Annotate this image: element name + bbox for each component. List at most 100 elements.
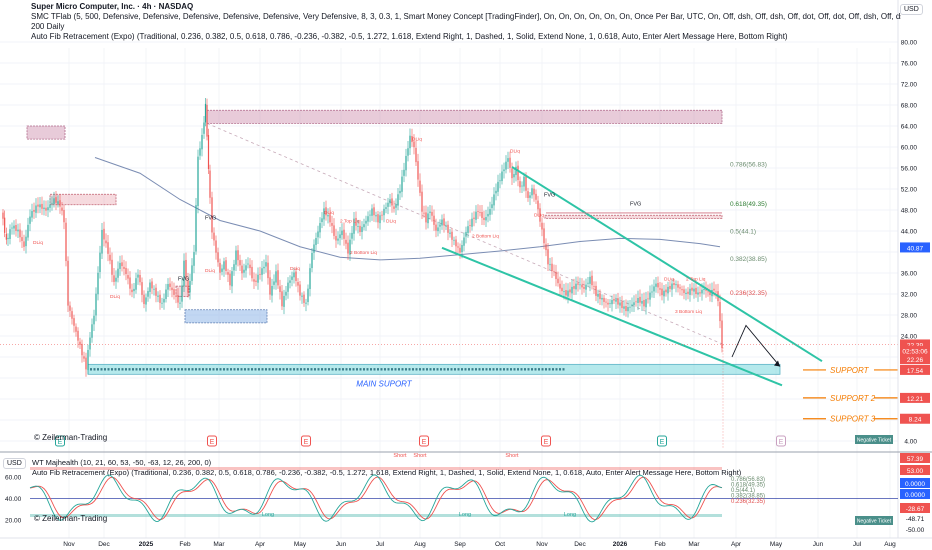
candle-body — [23, 241, 25, 247]
candle-body — [319, 223, 321, 233]
candle-body — [273, 281, 275, 285]
candle-body — [185, 259, 187, 280]
candle-body — [221, 268, 223, 272]
currency-button[interactable]: USD — [900, 4, 923, 15]
candle-body — [371, 208, 373, 216]
candle-body — [21, 237, 23, 241]
candle-body — [241, 265, 243, 274]
price-tag — [900, 339, 930, 350]
candle-body — [593, 286, 595, 288]
candle-body — [631, 304, 633, 307]
support-label: SUPPORT 2 — [830, 394, 876, 403]
candle-body — [607, 302, 609, 305]
price-tag — [900, 364, 930, 375]
candle-body — [239, 260, 241, 266]
candle-body — [33, 209, 35, 212]
candle-body — [525, 175, 527, 191]
candle-body — [457, 246, 459, 248]
candle-body — [713, 288, 715, 291]
candle-body — [509, 157, 511, 168]
candle-body — [181, 285, 183, 302]
candle-body — [151, 281, 153, 289]
channel-line — [441, 246, 783, 387]
candle-body — [679, 287, 681, 289]
candle-body — [545, 244, 547, 251]
earnings-marker-label: E — [422, 439, 427, 446]
price-tag-label: 40.87 — [907, 245, 924, 252]
candle-body — [257, 274, 259, 283]
candle-body — [647, 298, 649, 300]
earnings-marker-label: E — [210, 439, 215, 446]
main-pane-bg — [0, 0, 898, 450]
candle-body — [7, 237, 9, 240]
candle-body — [263, 266, 265, 269]
indicator-fib-line: Auto Fib Retracement (Expo) (Traditional… — [31, 32, 788, 41]
candle-body — [493, 194, 495, 206]
candle-body — [573, 286, 575, 289]
candle-body — [379, 215, 381, 224]
candle-body — [521, 185, 523, 187]
osc-signal-label: Short — [505, 453, 519, 459]
candle-body — [393, 206, 395, 209]
candle-body — [579, 284, 581, 286]
candle-body — [103, 228, 105, 240]
candle-body — [227, 272, 229, 275]
candle-body — [351, 232, 353, 239]
chart-annotation: 2 Top Liq — [340, 219, 360, 225]
candle-body — [219, 262, 221, 273]
candle-body — [149, 282, 151, 292]
candle-body — [237, 250, 239, 261]
candle-body — [479, 212, 481, 213]
candle-body — [197, 156, 199, 206]
candle-body — [441, 219, 443, 226]
candle-body — [459, 247, 461, 253]
candle-body — [685, 292, 687, 295]
candle-body — [513, 174, 515, 178]
candle-body — [9, 229, 11, 239]
candle-body — [87, 349, 89, 371]
candle-body — [555, 271, 557, 280]
candle-body — [683, 289, 685, 294]
candle-body — [145, 297, 147, 305]
candle-body — [231, 271, 233, 287]
candle-body — [355, 217, 357, 226]
earnings-marker — [657, 435, 667, 447]
currency-button-lower[interactable]: USD — [3, 458, 26, 469]
candle-body — [557, 278, 559, 284]
candle-body — [697, 292, 699, 295]
candle-body — [233, 264, 235, 271]
chart-annotation: DLiq — [205, 268, 215, 274]
candle-body — [613, 298, 615, 301]
candle-body — [419, 180, 421, 193]
chart-annotation: DLiq — [33, 240, 43, 246]
candle-body — [643, 299, 645, 307]
candle-body — [19, 229, 21, 238]
candle-body — [31, 211, 33, 218]
zone-box — [184, 309, 268, 324]
candle-body — [299, 284, 301, 296]
candle-body — [291, 276, 293, 280]
candle-body — [537, 200, 539, 210]
candle-body — [153, 288, 155, 290]
candle-body — [619, 302, 621, 306]
fib-level-label: 0.382(38.85) — [730, 256, 767, 263]
candle-body — [51, 202, 53, 204]
candle-body — [203, 122, 205, 134]
candle-body — [515, 166, 517, 176]
candle-body — [571, 286, 573, 294]
earnings-marker — [541, 435, 551, 447]
candle-body — [551, 263, 553, 272]
osc-signal-label: Long — [564, 512, 576, 518]
candle-body — [53, 198, 55, 204]
candle-body — [97, 272, 99, 295]
candle-body — [215, 240, 217, 253]
candle-body — [157, 295, 159, 297]
candle-body — [633, 302, 635, 306]
candle-body — [511, 168, 513, 179]
author-watermark-lower: © Zeilerman-Trading — [34, 514, 108, 523]
chart-annotation: DLiq — [110, 294, 120, 300]
price-tag-label: 8.24 — [909, 417, 922, 424]
candle-body — [15, 225, 17, 231]
candle-body — [539, 208, 541, 222]
